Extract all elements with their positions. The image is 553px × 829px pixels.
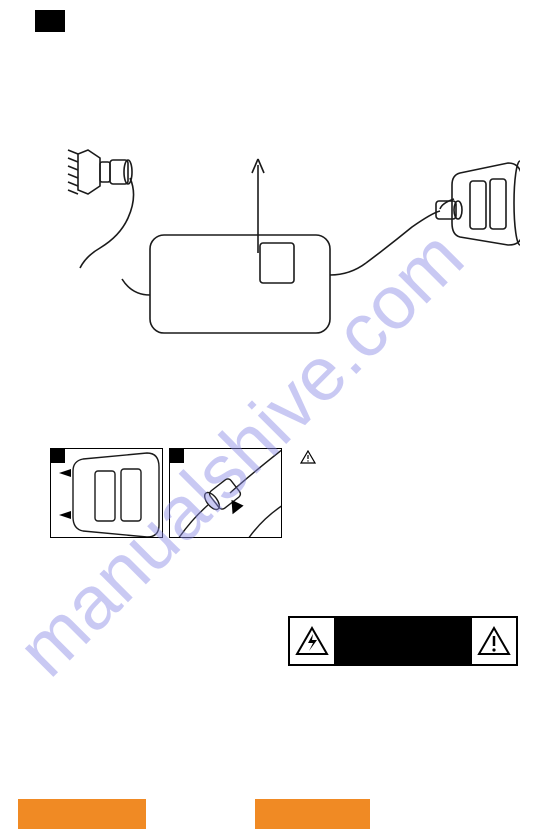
step-2-marker — [170, 449, 184, 463]
header-marker — [35, 10, 65, 32]
step-2 — [169, 448, 282, 538]
adapter-diagram — [40, 135, 520, 355]
power-brick-icon — [122, 235, 366, 333]
caution-icon — [300, 450, 316, 469]
step-row — [50, 448, 282, 538]
step-1-marker — [51, 449, 65, 463]
footer-bar-2 — [255, 799, 370, 829]
device-dock-icon — [440, 161, 520, 245]
barrel-connector-icon — [436, 201, 462, 219]
hazard-voltage-icon — [290, 618, 334, 664]
footer-bar-1 — [18, 799, 146, 829]
hazard-general-icon — [472, 618, 516, 664]
caution-panel — [288, 616, 518, 666]
step-1-svg — [51, 449, 163, 538]
step-2-svg — [170, 449, 282, 538]
step-1 — [50, 448, 163, 538]
car-plug-icon — [68, 150, 134, 268]
arrow-up-icon — [252, 159, 264, 253]
adapter-svg — [40, 135, 520, 355]
caution-center — [334, 618, 472, 664]
